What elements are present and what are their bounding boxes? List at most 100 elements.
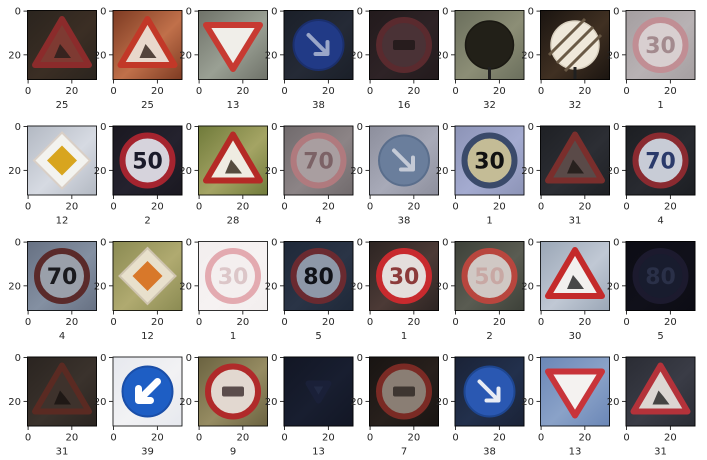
sign-number: 30	[218, 265, 249, 290]
panel-frame	[27, 125, 97, 196]
x-tick-label: 20	[65, 86, 78, 97]
x-tick-label: 0	[538, 317, 544, 328]
sign-pictogram	[567, 159, 584, 174]
x-tick-label: 0	[367, 433, 373, 444]
x-tick-label: 0	[623, 202, 629, 213]
sign-ring	[290, 132, 347, 189]
sign-image-panel	[540, 356, 610, 427]
x-tick-label: 20	[493, 202, 506, 213]
panel-class-label: 28	[227, 216, 240, 227]
panel-class-label: 5	[657, 331, 663, 342]
panel-frame	[540, 356, 610, 427]
sign-image-panel	[112, 356, 183, 427]
sign-number: 70	[303, 150, 334, 175]
panel-class-label: 32	[483, 100, 496, 111]
sign-image-panel	[27, 10, 97, 80]
panel-frame	[112, 125, 183, 196]
sign-ring	[119, 132, 176, 189]
x-tick-label: 20	[407, 202, 420, 213]
y-tick-label: 0	[357, 238, 363, 249]
y-tick-label: 20	[436, 281, 449, 292]
panel-frame	[454, 241, 525, 311]
x-tick-label: 0	[538, 433, 544, 444]
panel-frame	[625, 10, 696, 80]
x-tick-label: 20	[151, 433, 164, 444]
x-tick-label: 20	[236, 202, 249, 213]
panel-class-label: 16	[398, 100, 411, 111]
y-tick-label: 0	[15, 238, 21, 249]
sign-image-panel	[454, 356, 525, 427]
sign-image-panel	[369, 125, 439, 196]
sign-triangle	[117, 16, 178, 68]
y-tick-label: 20	[265, 50, 278, 61]
x-tick-label: 20	[493, 86, 506, 97]
x-tick-label: 0	[25, 202, 31, 213]
y-tick-label: 0	[442, 238, 448, 249]
panel-frame	[369, 356, 439, 427]
sign-image-panel: 70	[27, 241, 97, 311]
x-tick-label: 0	[110, 86, 116, 97]
sign-triangle	[203, 22, 263, 72]
y-tick-label: 20	[521, 166, 534, 177]
x-tick-label: 20	[322, 202, 335, 213]
x-tick-label: 20	[151, 317, 164, 328]
y-tick-label: 20	[350, 50, 363, 61]
panel-class-label: 2	[486, 331, 492, 342]
x-tick-label: 0	[623, 86, 629, 97]
sign-pictogram	[139, 44, 157, 58]
x-tick-label: 0	[538, 86, 544, 97]
sign-triangle	[630, 362, 691, 415]
panel-frame	[283, 125, 354, 196]
sign-image-panel	[540, 241, 610, 311]
sign-image-panel	[283, 356, 354, 427]
sign-arrow-head	[484, 386, 501, 403]
x-tick-label: 0	[281, 86, 287, 97]
x-tick-label: 0	[110, 317, 116, 328]
sign-image-panel	[540, 125, 610, 196]
y-tick-label: 20	[94, 50, 107, 61]
y-tick-label: 20	[8, 166, 21, 177]
sign-triangle	[305, 380, 332, 404]
sign-stripe	[563, 33, 603, 73]
sign-image-panel	[112, 10, 183, 80]
sign-arrow-head	[399, 155, 415, 172]
x-tick-label: 20	[493, 317, 506, 328]
panel-class-label: 1	[486, 216, 492, 227]
x-tick-label: 20	[65, 202, 78, 213]
x-tick-label: 0	[196, 86, 202, 97]
sign-ring	[34, 248, 90, 304]
sign-circle	[464, 20, 515, 70]
sign-arrow-shaft	[392, 148, 414, 171]
panel-class-label: 25	[56, 100, 69, 111]
panel-class-label: 38	[398, 216, 411, 227]
y-tick-label: 0	[271, 238, 277, 249]
panel-frame	[625, 125, 696, 196]
y-tick-label: 20	[521, 50, 534, 61]
panel-frame	[454, 10, 525, 80]
sign-pictogram	[54, 44, 71, 58]
x-tick-label: 0	[281, 202, 287, 213]
panel-class-label: 9	[230, 447, 236, 458]
y-tick-label: 20	[8, 281, 21, 292]
panel-frame	[198, 241, 268, 311]
panel-frame	[27, 356, 97, 427]
sign-image-panel	[27, 356, 97, 427]
sign-ring	[461, 132, 518, 189]
panel-class-label: 13	[312, 447, 325, 458]
x-tick-label: 20	[407, 317, 420, 328]
panel-frame	[112, 241, 183, 311]
sign-diamond-center	[47, 145, 77, 176]
x-tick-label: 0	[196, 317, 202, 328]
y-tick-label: 0	[15, 7, 21, 18]
panel-frame	[198, 356, 268, 427]
x-tick-label: 20	[322, 86, 335, 97]
panel-frame	[369, 10, 439, 80]
y-tick-label: 20	[8, 397, 21, 408]
panel-frame	[454, 356, 525, 427]
panel-class-label: 32	[569, 100, 582, 111]
x-tick-label: 0	[538, 202, 544, 213]
panel-frame	[540, 10, 610, 80]
panel-frame	[625, 241, 696, 311]
panel-class-label: 2	[144, 216, 150, 227]
